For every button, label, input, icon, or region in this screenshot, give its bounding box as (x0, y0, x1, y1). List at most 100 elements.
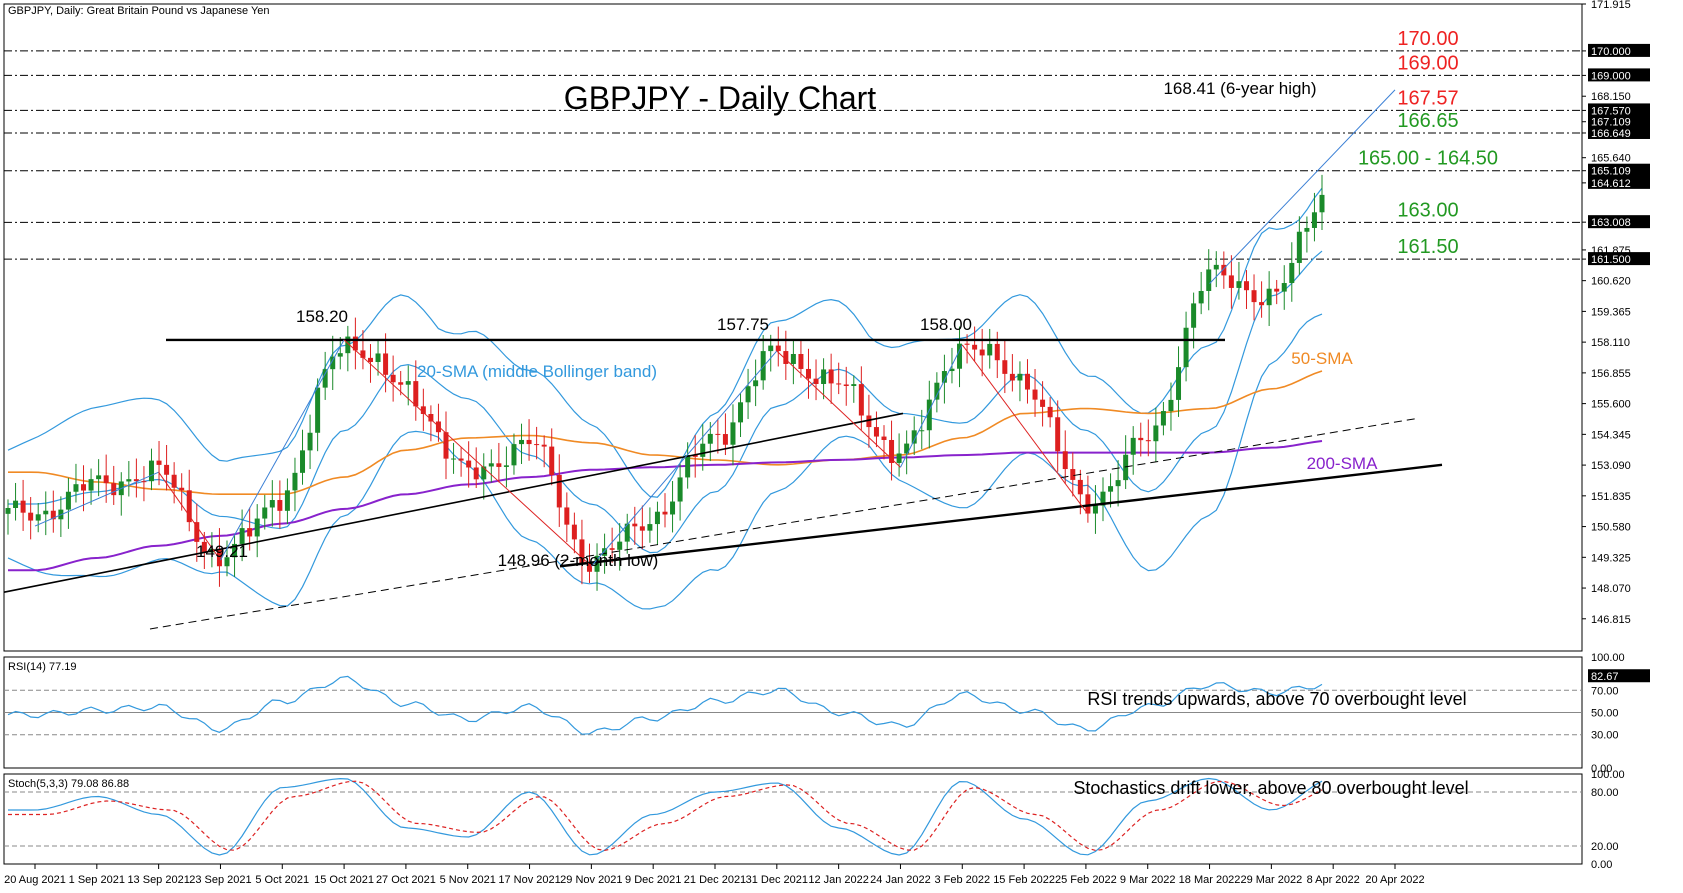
level-label: 163.00 (1397, 199, 1458, 221)
date-tick-label: 31 Dec 2021 (746, 874, 808, 886)
candle-body (511, 444, 517, 466)
date-tick-label: 3 Feb 2022 (934, 874, 990, 886)
stochastic-tick-label: 100.00 (1591, 769, 1625, 781)
sma-50-line (8, 370, 1323, 495)
price-tick-label: 163.008 (1591, 217, 1631, 229)
candle-body (292, 472, 298, 491)
swing-line (776, 350, 901, 468)
swing-line (590, 350, 778, 567)
candle-body (813, 378, 819, 384)
annotation-label: 50-SMA (1291, 349, 1353, 368)
price-tag-box (1588, 43, 1650, 57)
candle-body (881, 436, 887, 440)
candle-body (360, 350, 366, 358)
candle-body (390, 374, 396, 383)
candle-body (420, 406, 426, 414)
price-tick-label: 167.109 (1591, 117, 1631, 129)
candle-body (96, 475, 102, 480)
candle-body (972, 344, 978, 350)
candle-body (602, 548, 608, 556)
candle-body (398, 382, 404, 385)
candle-body (337, 353, 343, 357)
candle-body (919, 430, 925, 432)
candle-body (1266, 288, 1272, 306)
candle-body (836, 383, 842, 385)
candle-body (783, 351, 789, 364)
candle-body (1002, 360, 1008, 374)
candle-body (843, 384, 849, 386)
price-tick-label: 165.640 (1591, 153, 1631, 165)
rising-trendline (3, 412, 904, 593)
candle-body (617, 541, 623, 550)
candle-body (1259, 302, 1265, 306)
date-tick-label: 20 Aug 2021 (4, 874, 66, 886)
date-tick-label: 15 Oct 2021 (314, 874, 374, 886)
sma-200-line (8, 440, 1323, 572)
candle-body (20, 500, 26, 513)
price-tag-box (1588, 125, 1650, 139)
level-label: 166.65 (1397, 110, 1458, 132)
candle-body (201, 541, 207, 553)
candle-body (889, 439, 895, 463)
candle-body (1236, 281, 1242, 288)
candle-body (556, 474, 562, 508)
candle-body (375, 353, 381, 363)
candle-body (413, 381, 419, 407)
candle-body (1274, 288, 1280, 292)
candle-body (805, 368, 811, 379)
swing-line (1209, 89, 1396, 284)
candle-body (1311, 212, 1317, 228)
sma-20-line (8, 250, 1323, 554)
candle-body (866, 415, 872, 428)
candle-body (1243, 281, 1249, 291)
candle-body (367, 357, 373, 363)
candle-body (1206, 269, 1212, 291)
candle-body (300, 450, 306, 473)
candle-body (247, 528, 253, 537)
rsi-tag-box (1588, 669, 1650, 683)
candle-body (405, 381, 411, 385)
candle-body (277, 500, 283, 511)
candle-body (262, 507, 268, 519)
price-tag-box (1588, 175, 1650, 189)
dashed-trendline (149, 417, 1419, 630)
price-tick-label: 150.580 (1591, 522, 1631, 534)
candle-body (194, 522, 200, 542)
rsi-line (7, 675, 1323, 735)
swing-line (343, 339, 592, 567)
rsi-header: RSI(14) 77.19 (8, 661, 76, 673)
candle-body (352, 336, 358, 351)
candle-body (126, 479, 132, 482)
candle-body (541, 444, 547, 447)
price-tick-label: 169.000 (1591, 70, 1631, 82)
candle-body (1100, 491, 1106, 506)
price-tick-label: 153.090 (1591, 460, 1631, 472)
candle-body (873, 427, 879, 437)
candle-body (284, 490, 290, 511)
level-label: 165.00 - 164.50 (1358, 148, 1498, 170)
candle-body (1183, 327, 1189, 368)
candle-body (458, 458, 464, 461)
candle-body (730, 422, 736, 445)
price-tick-label: 155.600 (1591, 399, 1631, 411)
date-tick-label: 9 Mar 2022 (1120, 874, 1176, 886)
candle-body (1070, 469, 1076, 480)
candle-body (1062, 451, 1068, 470)
date-tick-label: 24 Jan 2022 (870, 874, 931, 886)
candle-body (156, 460, 162, 465)
candle-body (503, 465, 509, 467)
candle-body (700, 443, 706, 457)
price-tick-label: 154.345 (1591, 429, 1631, 441)
candle-body (1085, 494, 1091, 514)
candle-body (443, 432, 449, 459)
stochastic-annotation: Stochastics drift lower, above 80 overbo… (1073, 778, 1468, 798)
price-tag-box (1588, 252, 1650, 266)
annotation-label: 200-SMA (1307, 454, 1379, 473)
candle-body (647, 524, 653, 531)
candle-body (519, 439, 525, 445)
swing-line (220, 339, 345, 561)
candle-body (722, 434, 728, 445)
candle-body (1032, 389, 1038, 400)
candle-body (1176, 367, 1182, 400)
rsi-tick-label: 30.00 (1591, 730, 1619, 742)
